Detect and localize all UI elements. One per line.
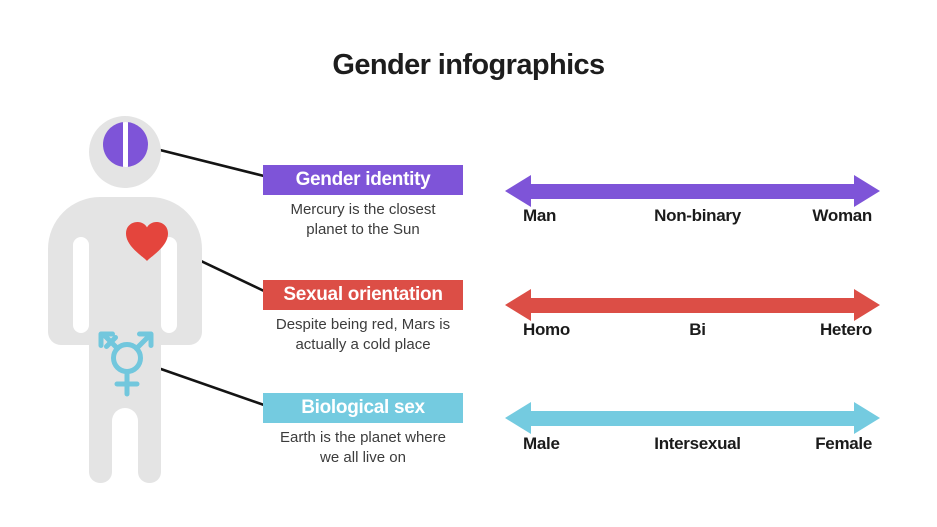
arrow-shaft xyxy=(531,410,854,426)
arrow-left-head-icon xyxy=(505,402,531,434)
scale-label-female: Female xyxy=(815,434,872,453)
figure-arm-gap-left xyxy=(73,237,89,333)
arrow-shaft xyxy=(531,297,854,313)
scale-label-non-binary: Non-binary xyxy=(654,206,741,225)
scale-label-hetero: Hetero xyxy=(819,320,872,339)
scale-labels-biological-sex: Male Intersexual Female xyxy=(523,434,872,454)
transgender-icon xyxy=(98,331,154,397)
spectrum-arrow-sexual-orientation xyxy=(505,289,880,321)
spectrum-arrow-gender-identity xyxy=(505,175,880,207)
gender-identity-head-icon xyxy=(103,122,148,167)
section-description-sexual-orientation: Despite being red, Mars is actually a co… xyxy=(275,316,451,354)
head-divider-line xyxy=(123,122,128,167)
figure-arm-gap-right xyxy=(161,237,177,333)
arrow-right-head-icon xyxy=(854,175,880,207)
page-title: Gender infographics xyxy=(332,49,605,81)
scale-label-woman: Woman xyxy=(812,206,872,225)
arrow-left-head-icon xyxy=(505,175,531,207)
arrow-shaft xyxy=(531,183,854,199)
scale-labels-gender-identity: Man Non-binary Woman xyxy=(523,206,872,226)
scale-label-man: Man xyxy=(523,206,557,225)
scale-label-male: Male xyxy=(523,434,560,453)
arrow-right-head-icon xyxy=(854,402,880,434)
section-label-gender-identity: Gender identity xyxy=(263,165,463,195)
heart-icon xyxy=(126,222,168,261)
arrow-right-head-icon xyxy=(854,289,880,321)
scale-label-homo: Homo xyxy=(523,320,570,339)
section-description-biological-sex: Earth is the planet where we all live on xyxy=(280,429,446,467)
scale-label-bi: Bi xyxy=(689,320,706,339)
figure-leg-right xyxy=(138,398,161,483)
scale-label-intersexual: Intersexual xyxy=(654,434,741,453)
figure-leg-gap xyxy=(112,408,138,423)
scale-labels-sexual-orientation: Homo Bi Hetero xyxy=(523,320,872,340)
section-description-gender-identity: Mercury is the closest planet to the Sun xyxy=(290,201,436,239)
section-label-sexual-orientation: Sexual orientation xyxy=(263,280,463,310)
spectrum-arrow-biological-sex xyxy=(505,402,880,434)
arrow-left-head-icon xyxy=(505,289,531,321)
connector-line-gender-identity xyxy=(143,144,265,178)
figure-leg-left xyxy=(89,398,112,483)
section-label-biological-sex: Biological sex xyxy=(263,393,463,423)
